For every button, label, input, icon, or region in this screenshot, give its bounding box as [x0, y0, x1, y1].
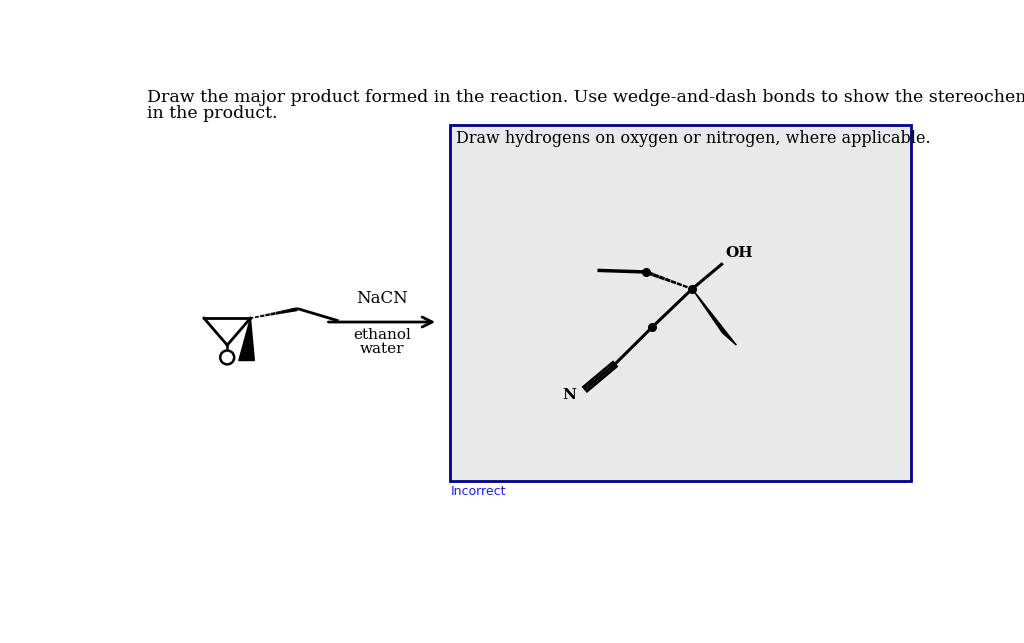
Text: Incorrect: Incorrect	[452, 485, 507, 498]
Text: Draw hydrogens on oxygen or nitrogen, where applicable.: Draw hydrogens on oxygen or nitrogen, wh…	[456, 129, 931, 147]
Polygon shape	[239, 318, 254, 361]
Text: water: water	[359, 342, 404, 356]
Text: NaCN: NaCN	[356, 289, 408, 307]
Text: OH: OH	[726, 246, 753, 260]
Text: ethanol: ethanol	[353, 328, 411, 342]
Bar	[450, 125, 910, 482]
Circle shape	[220, 350, 234, 365]
Text: Draw the major product formed in the reaction. Use wedge-and-dash bonds to show : Draw the major product formed in the rea…	[147, 89, 1024, 107]
Text: in the product.: in the product.	[147, 105, 278, 122]
Text: N: N	[562, 388, 575, 402]
Polygon shape	[692, 289, 736, 345]
